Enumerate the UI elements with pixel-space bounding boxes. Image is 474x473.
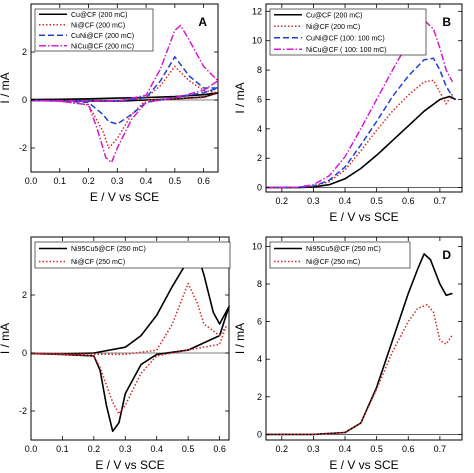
y-tick-label: 8	[257, 65, 262, 75]
series-line-4	[30, 24, 219, 164]
y-tick-label: 2	[22, 290, 27, 300]
x-tick-label: 0.0	[25, 444, 38, 454]
y-axis-label: I / mA	[0, 72, 12, 103]
series-line-2	[30, 282, 227, 415]
x-tick-label: 0.3	[307, 196, 320, 206]
x-tick-label: 0.6	[213, 444, 226, 454]
y-tick-label: -2	[19, 406, 27, 416]
y-tick-label: 0	[257, 429, 262, 439]
x-tick-label: 0.2	[276, 444, 289, 454]
y-tick-label: 8	[257, 279, 262, 289]
legend-label: Ni95Cu5@CF (250 mC)	[71, 246, 146, 253]
legend: Ni95Cu5@CF (250 mC) Ni@CF (250 mC)	[34, 241, 231, 269]
x-tick-label: 0.4	[339, 196, 352, 206]
panel-b: 0.2 0.3 0.4 0.5 0.6 0.7 0 2 4 6 8 10 12 E / V vs SCE I…	[233, 3, 463, 224]
x-axis-label: E / V vs SCE	[90, 190, 159, 204]
legend-box	[269, 8, 427, 56]
panel-letter: A	[198, 15, 207, 29]
y-tick-label: 6	[257, 94, 262, 104]
legend-label: CuNi@CF (100: 100 mC)	[306, 35, 385, 42]
y-tick-label: 6	[257, 317, 262, 327]
y-tick-label: 12	[252, 6, 262, 16]
legend-box	[269, 241, 411, 269]
legend: Cu@CF (200 mC) Ni@CF (200 mC) CuNi@CF (200…	[34, 8, 154, 52]
y-tick-label: 4	[257, 354, 262, 364]
y-tick-label: 2	[257, 153, 262, 163]
y-axis-label: I / mA	[0, 323, 12, 354]
panel-letter: B	[442, 15, 451, 29]
x-tick-label: 0.3	[307, 444, 320, 454]
x-tick-label: 0.1	[54, 176, 67, 186]
legend-label: CuNi@CF (200 mC)	[71, 33, 134, 40]
x-tick-label: 0.4	[150, 444, 163, 454]
x-axis-label: E / V vs SCE	[95, 458, 164, 472]
y-tick-label: 4	[257, 124, 262, 134]
plot-frame	[30, 3, 219, 173]
x-tick-label: 0.3	[111, 176, 124, 186]
legend-label: Ni@CF (250 mC)	[306, 259, 360, 266]
legend-box	[34, 241, 231, 269]
legend-label: NiCu@CF ( 100: 100 mC)	[306, 47, 387, 54]
y-tick-label: 2	[257, 392, 262, 402]
legend-label: Ni@CF (250 mC)	[71, 259, 125, 266]
series-line-1	[30, 253, 230, 433]
legend-label: Ni@CF (200 mC)	[71, 22, 125, 29]
series-line-3	[265, 57, 454, 189]
x-axis-label: E / V vs SCE	[329, 210, 398, 224]
panel-c: 0.0 0.1 0.2 0.3 0.4 0.5 0.6 -2 0 2 E / V vs SCE I /…	[0, 236, 231, 472]
legend-label: Ni@CF (200 mC)	[306, 24, 360, 31]
x-tick-label: 0.5	[169, 176, 182, 186]
y-axis-label: I / mA	[233, 323, 247, 354]
series-line-2	[265, 79, 454, 189]
x-tick-label: 0.3	[119, 444, 132, 454]
y-tick-label: 0	[257, 183, 262, 193]
legend-label: Cu@CF (200 mC)	[71, 12, 128, 19]
y-tick-label: 10	[252, 36, 262, 46]
legend-label: NiCu@CF (200 mC)	[71, 43, 134, 50]
series-line-1	[266, 95, 457, 189]
plot-frame	[265, 3, 463, 193]
x-tick-label: 0.0	[25, 176, 38, 186]
series-line-2	[30, 65, 219, 149]
x-tick-label: 0.5	[370, 444, 383, 454]
x-tick-label: 0.2	[88, 444, 101, 454]
plot-frame	[30, 236, 230, 441]
x-tick-label: 0.6	[402, 444, 415, 454]
plot-frame	[265, 236, 463, 441]
y-tick-label: 0	[22, 348, 27, 358]
x-tick-label: 0.7	[434, 196, 447, 206]
panel-letter: D	[442, 248, 451, 262]
y-tick-label: 2	[22, 47, 27, 57]
legend: Ni95Cu5@CF (250 mC) Ni@CF (250 mC)	[269, 241, 411, 269]
x-tick-label: 0.5	[182, 444, 195, 454]
y-axis-label: I / mA	[233, 82, 247, 113]
x-tick-label: 0.2	[276, 196, 289, 206]
legend: Cu@CF (200 mC) Ni@CF (200 mC) CuNi@CF (100…	[269, 8, 427, 56]
x-tick-label: 0.4	[339, 444, 352, 454]
x-axis-label: E / V vs SCE	[329, 458, 398, 472]
x-tick-label: 0.2	[82, 176, 95, 186]
x-tick-label: 0.6	[197, 176, 210, 186]
y-tick-label: -2	[19, 143, 27, 153]
legend-label: Cu@CF (200 mC)	[306, 12, 363, 19]
x-tick-label: 0.7	[434, 444, 447, 454]
panel-d: 0.2 0.3 0.4 0.5 0.6 0.7 0 2 4 6 8 10 E / V vs SCE I /…	[233, 236, 463, 472]
panel-a: 0.0 0.1 0.2 0.3 0.4 0.5 0.6 -2 0 2 E / V vs SCE I /…	[0, 3, 219, 204]
y-tick-label: 10	[252, 241, 262, 251]
series-line-4	[265, 19, 454, 189]
x-tick-label: 0.6	[402, 196, 415, 206]
y-tick-label: 0	[22, 95, 27, 105]
x-tick-label: 0.5	[370, 196, 383, 206]
x-tick-label: 0.1	[56, 444, 69, 454]
legend-box	[34, 8, 154, 52]
series-line-2	[266, 303, 454, 436]
x-tick-label: 0.4	[140, 176, 153, 186]
series-line-3	[30, 56, 219, 125]
legend-label: Ni95Cu5@CF (250 mC)	[306, 246, 381, 253]
series-line-1	[266, 253, 453, 436]
